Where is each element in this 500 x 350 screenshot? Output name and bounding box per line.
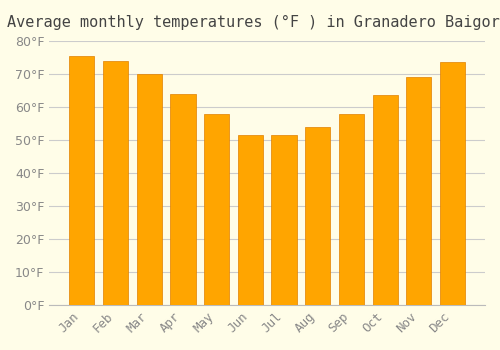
- Bar: [204, 113, 230, 305]
- Bar: [440, 62, 465, 305]
- Bar: [69, 56, 94, 305]
- Bar: [339, 113, 364, 305]
- Title: Average monthly temperatures (°F ) in Granadero Baigorria: Average monthly temperatures (°F ) in Gr…: [7, 15, 500, 30]
- Bar: [305, 127, 330, 305]
- Bar: [372, 96, 398, 305]
- Bar: [136, 74, 162, 305]
- Bar: [406, 77, 431, 305]
- Bar: [238, 135, 263, 305]
- Bar: [103, 61, 128, 305]
- Bar: [272, 135, 296, 305]
- Bar: [170, 94, 196, 305]
